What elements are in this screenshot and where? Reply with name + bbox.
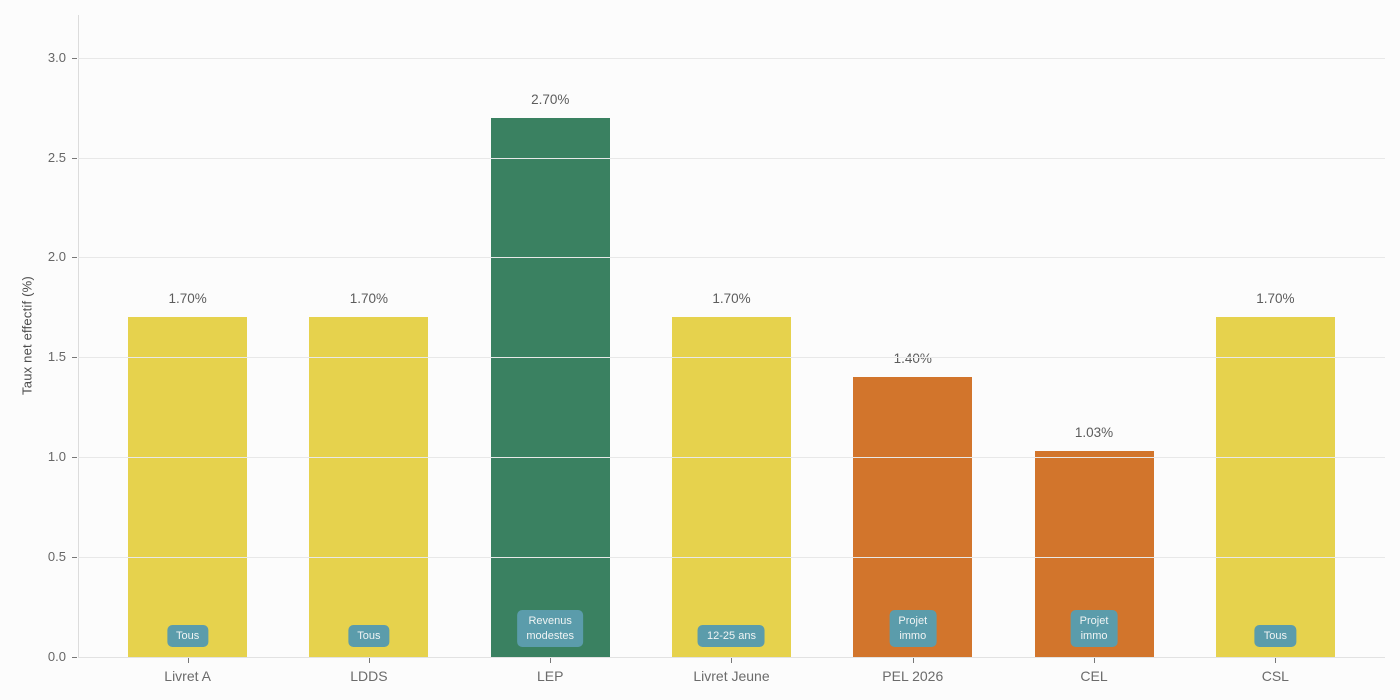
bar-slot-lep: 2.70% Revenus modestes [460,15,641,657]
eligibility-badge: Revenus modestes [517,610,584,647]
badge-line: Projet [1079,615,1109,627]
x-tick-label: Livret Jeune [693,668,770,684]
x-axis-labels: Livret A LDDS LEP Livret Jeune PEL 2026 CEL CS… [97,657,1366,691]
plot-area: 1.70% Tous 1.70% Tous 2.70% Revenus modestes 1.… [78,15,1385,657]
y-tick-label: 0.5 [47,549,66,565]
x-cell-pel-2026: PEL 2026 [822,657,1003,691]
eligibility-badge: Tous [167,624,209,647]
bar-slot-csl: 1.70% Tous [1185,15,1366,657]
bar-pel-2026[interactable]: Projet immo [853,377,973,657]
y-tick-mark [72,457,77,459]
y-tick-mark [72,657,77,658]
bar-livret-a[interactable]: Tous [128,317,248,657]
bar-value-label: 2.70% [531,92,570,107]
x-cell-csl: CSL [1185,657,1366,691]
y-tick-label: 0.0 [47,649,66,664]
y-tick-mark [72,157,77,159]
x-cell-ldds: LDDS [278,657,459,691]
x-tick-mark [912,658,914,663]
bar-value-label: 1.70% [349,291,389,306]
y-axis-ticks: 0.0 0.5 1.0 1.5 2.0 2.5 3.0 [0,15,78,664]
bar-value-label: 1.70% [712,291,751,306]
y-tick-label: 1.5 [47,349,66,365]
y-tick-label: 2.0 [47,249,66,265]
x-tick-mark [187,658,189,663]
y-tick-label: 1.0 [47,449,66,465]
x-tick-mark [731,658,733,663]
x-tick-label: PEL 2026 [882,668,944,684]
x-tick-label: Livret A [164,668,211,684]
eligibility-badge: Tous [1254,624,1296,647]
eligibility-badge: Projet immo [1070,610,1118,647]
x-axis-line [78,657,1385,658]
bar-value-label: 1.40% [893,351,932,366]
bar-slot-ldds: 1.70% Tous [278,15,459,657]
bar-ldds[interactable]: Tous [309,317,429,657]
badge-line: Revenus [528,615,572,627]
bar-slot-livret-a: 1.70% Tous [97,15,278,657]
x-tick-mark [1094,658,1096,663]
x-cell-lep: LEP [460,657,641,691]
y-tick-label: 2.5 [47,149,66,165]
badge-line: Tous [1263,629,1287,642]
badge-line: Projet [898,615,928,627]
x-tick-mark [1275,658,1277,663]
eligibility-badge: 12-25 ans [698,624,765,647]
badge-line: Tous [176,629,200,642]
x-tick-label: CSL [1261,668,1289,684]
y-tick-mark [72,57,77,59]
badge-line: Tous [357,629,381,642]
x-tick-mark [368,658,370,663]
x-tick-label: LEP [536,668,564,684]
x-cell-livret-a: Livret A [97,657,278,691]
x-cell-cel: CEL [1003,657,1184,691]
x-tick-label: LDDS [350,668,388,684]
bar-slot-pel-2026: 1.40% Projet immo [822,15,1003,657]
bar-value-label: 1.03% [1074,425,1114,440]
bar-lep[interactable]: Revenus modestes [490,118,610,657]
bar-slot-livret-jeune: 1.70% 12-25 ans [641,15,822,657]
x-tick-mark [550,658,552,663]
eligibility-badge: Projet immo [889,610,937,647]
bars-container: 1.70% Tous 1.70% Tous 2.70% Revenus modestes 1.… [97,15,1366,657]
badge-line: modestes [526,629,575,642]
badge-line: immo [1080,629,1108,642]
bar-value-label: 1.70% [168,291,207,306]
y-tick-mark [72,557,77,559]
x-tick-label: CEL [1080,668,1108,684]
badge-line: immo [899,629,927,642]
bar-csl[interactable]: Tous [1215,317,1335,657]
bar-value-label: 1.70% [1256,291,1295,306]
x-cell-livret-jeune: Livret Jeune [641,657,822,691]
y-tick-mark [72,357,77,359]
y-axis-line [78,15,79,657]
badge-line: 12-25 ans [707,629,756,642]
y-tick-mark [72,257,77,259]
y-tick-label: 3.0 [47,49,66,65]
bar-livret-jeune[interactable]: 12-25 ans [671,317,791,657]
bar-cel[interactable]: Projet immo [1034,451,1154,657]
eligibility-badge: Tous [348,624,390,647]
bar-slot-cel: 1.03% Projet immo [1003,15,1184,657]
